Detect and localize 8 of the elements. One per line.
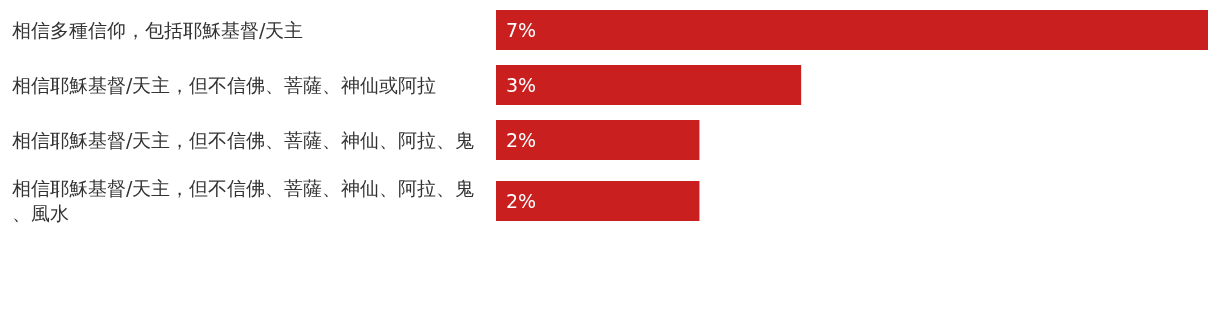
y-tick-label: 相信耶穌基督/天主，但不信佛、菩薩、神仙、阿拉、鬼: [12, 128, 475, 151]
y-tick-label: 相信多種信仰，包括耶穌基督/天主: [12, 18, 304, 41]
y-tick-label: 相信耶穌基督/天主，但不信佛、菩薩、神仙、阿拉、鬼、風水: [12, 177, 475, 225]
data-label: 2%: [506, 128, 537, 151]
data-label: 7%: [506, 18, 537, 41]
data-label: 3%: [506, 73, 537, 96]
y-tick-label: 相信耶穌基督/天主，但不信佛、菩薩、神仙或阿拉: [12, 73, 437, 96]
data-label: 2%: [506, 189, 537, 212]
